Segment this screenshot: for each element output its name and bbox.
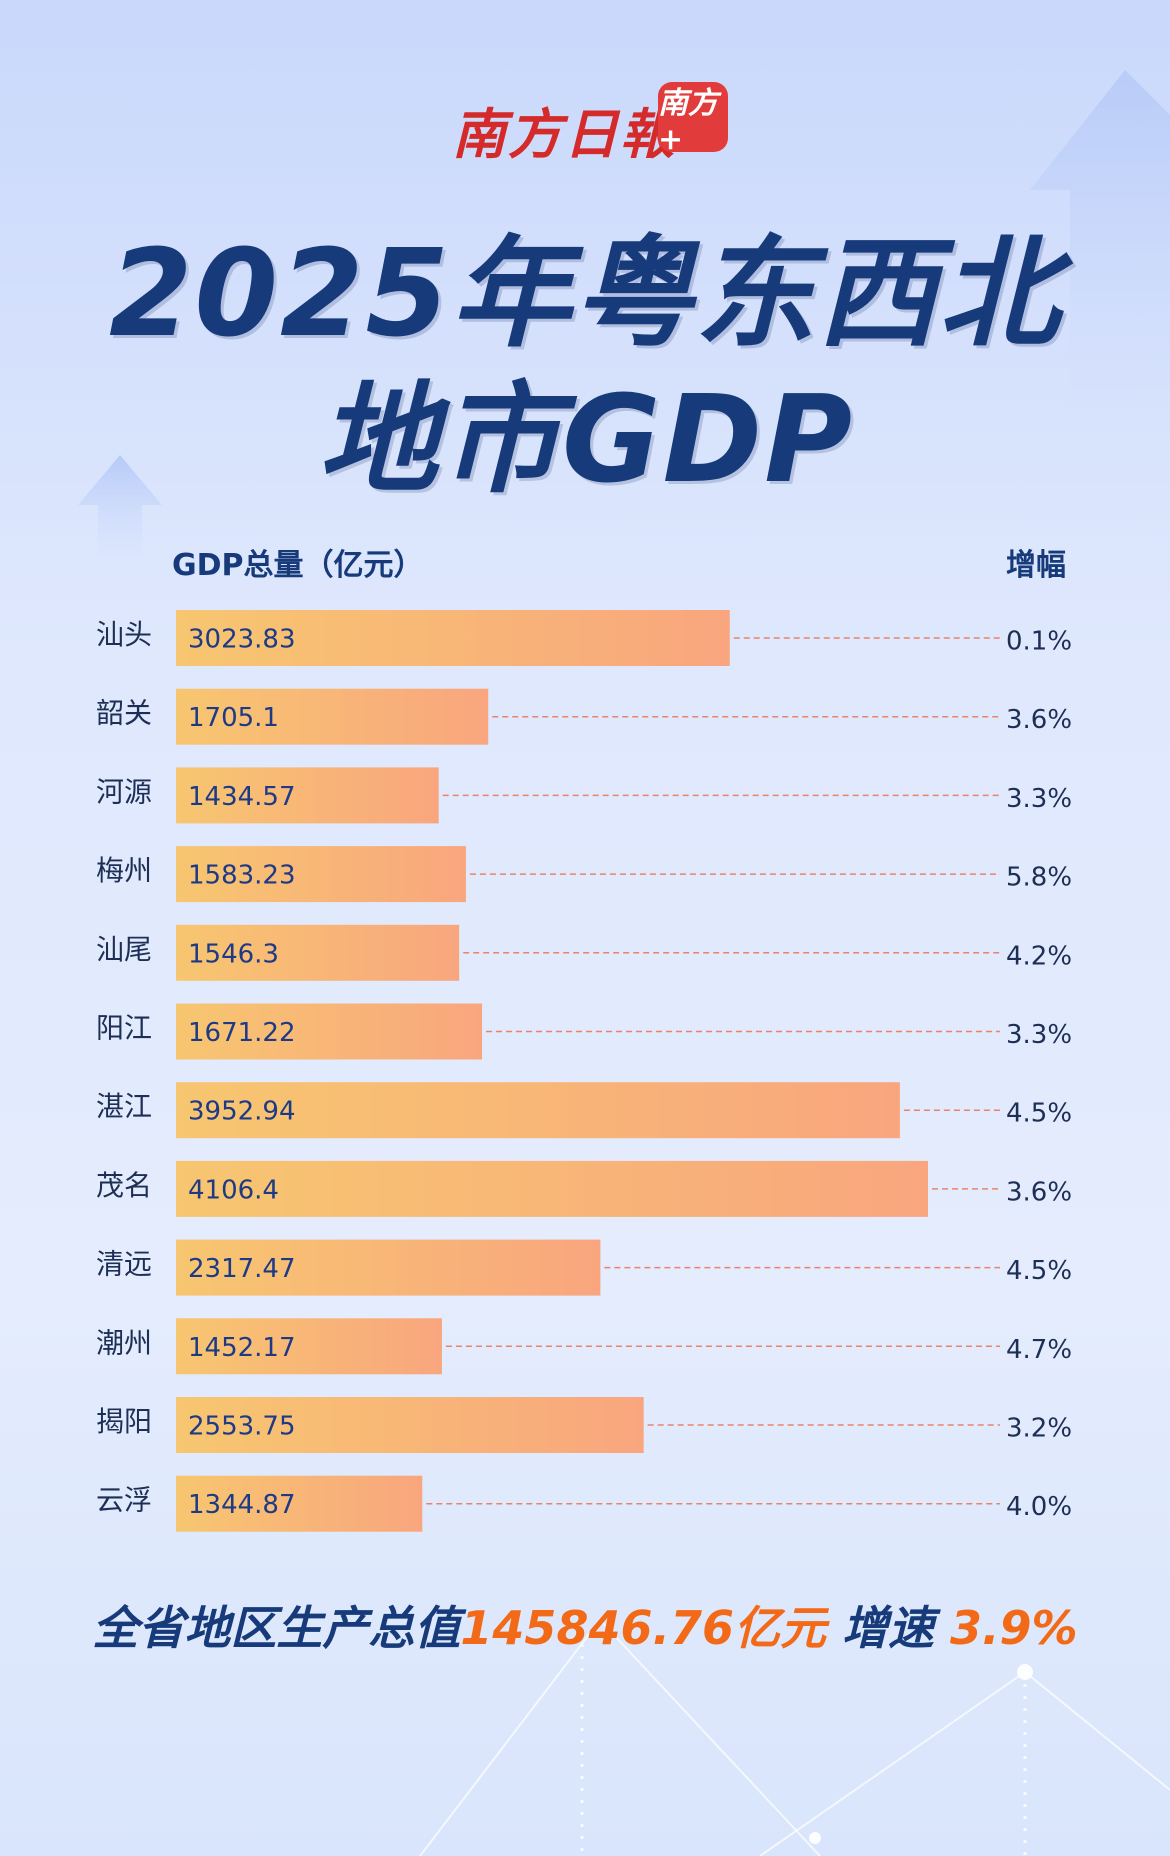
growth-label: 3.6% xyxy=(1006,1177,1072,1207)
growth-label: 4.2% xyxy=(1006,941,1072,971)
summary-growth-value: 3.9% xyxy=(949,1601,1078,1655)
value-label: 1452.17 xyxy=(188,1333,296,1363)
value-label: 2317.47 xyxy=(188,1254,296,1284)
category-label: 茂名 xyxy=(96,1169,152,1202)
category-label: 梅州 xyxy=(96,854,152,887)
page-title-line-2: 地市GDP xyxy=(318,371,855,510)
gdp-bar-chart: 汕头 3023.83 0.1% 韶关 1705.1 3.6% 河源 1434.57 3.3% 梅州… xyxy=(96,610,1072,1532)
page-title-line-1: 2025年粤东西北 xyxy=(109,225,1061,364)
value-label: 3952.94 xyxy=(188,1097,296,1127)
value-label: 1344.87 xyxy=(188,1490,296,1520)
bar-梅州 xyxy=(176,846,466,903)
bar-湛江 xyxy=(176,1082,900,1139)
summary-growth-label: 增速 xyxy=(841,1601,934,1655)
category-label: 揭阳 xyxy=(96,1405,152,1438)
bar-潮州 xyxy=(176,1318,442,1375)
summary-total: 145846.76亿元 xyxy=(460,1601,826,1655)
app-logo-badge: 南方+ xyxy=(658,82,728,157)
value-label: 1671.22 xyxy=(188,1018,296,1048)
category-label: 河源 xyxy=(96,775,152,808)
growth-label: 4.7% xyxy=(1006,1335,1072,1365)
bar-云浮 xyxy=(176,1475,423,1532)
value-label: 1705.1 xyxy=(188,703,279,733)
masthead: 南方日報 南方+ xyxy=(0,82,1170,166)
category-label: 湛江 xyxy=(96,1090,152,1123)
growth-label: 0.1% xyxy=(1006,627,1072,657)
growth-label: 4.0% xyxy=(1006,1492,1072,1522)
bar-汕尾 xyxy=(176,924,460,981)
value-label: 4106.4 xyxy=(188,1175,279,1205)
category-label: 清远 xyxy=(96,1248,152,1281)
category-label: 云浮 xyxy=(96,1484,152,1517)
value-label: 1434.57 xyxy=(188,782,296,812)
growth-label: 4.5% xyxy=(1006,1256,1072,1286)
category-label: 韶关 xyxy=(96,697,152,730)
growth-label: 3.3% xyxy=(1006,1020,1072,1050)
growth-label: 5.8% xyxy=(1006,863,1072,893)
value-axis-label: GDP总量（亿元） xyxy=(172,548,424,583)
growth-label: 4.5% xyxy=(1006,1099,1072,1129)
category-label: 阳江 xyxy=(96,1012,152,1045)
value-label: 1583.23 xyxy=(188,861,296,891)
growth-label: 3.2% xyxy=(1006,1414,1072,1444)
newspaper-logo: 南方日報 xyxy=(452,102,676,166)
value-label: 2553.75 xyxy=(188,1412,296,1442)
growth-label: 3.3% xyxy=(1006,784,1072,814)
summary-prefix: 全省地区生产总值 xyxy=(92,1601,461,1655)
category-label: 汕头 xyxy=(96,618,152,651)
category-label: 汕尾 xyxy=(96,933,152,966)
category-label: 潮州 xyxy=(96,1326,152,1359)
growth-label: 3.6% xyxy=(1006,705,1072,735)
bar-韶关 xyxy=(176,688,489,745)
bar-茂名 xyxy=(176,1160,928,1217)
growth-column-label: 增幅 xyxy=(1006,548,1066,583)
bar-河源 xyxy=(176,767,439,824)
bar-揭阳 xyxy=(176,1397,644,1453)
value-label: 3023.83 xyxy=(188,625,296,655)
value-label: 1546.3 xyxy=(188,939,279,969)
bar-阳江 xyxy=(176,1003,483,1060)
bar-汕头 xyxy=(176,610,730,666)
province-summary: 全省地区生产总值145846.76亿元 增速 3.9% xyxy=(0,1592,1170,1658)
bar-清远 xyxy=(176,1239,601,1296)
